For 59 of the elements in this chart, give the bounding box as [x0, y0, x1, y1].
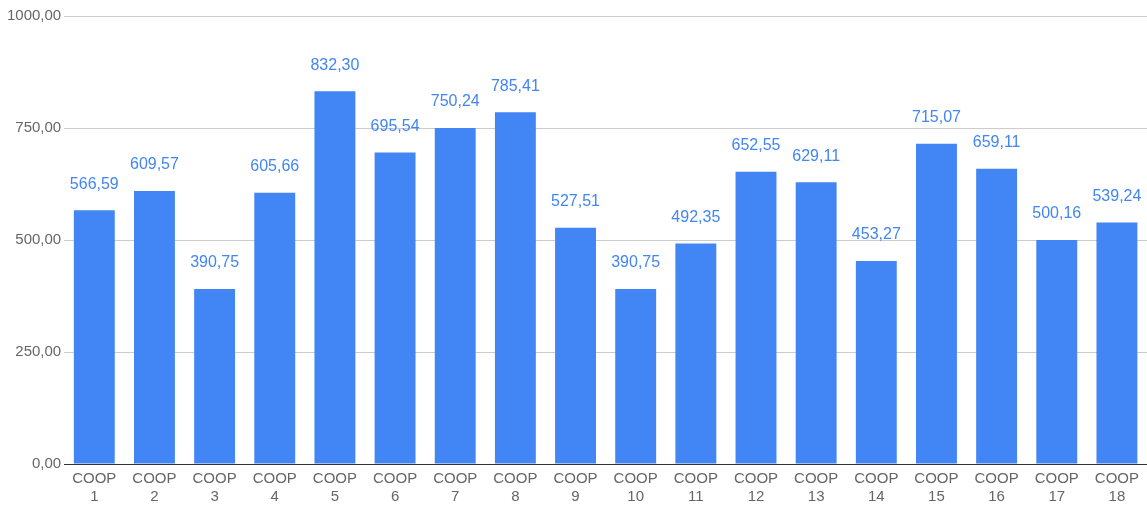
x-tick-label: COOP 5: [312, 469, 358, 505]
y-tick-label: 250,00: [15, 342, 62, 360]
bar: [374, 152, 416, 464]
data-label: 715,07: [911, 108, 962, 126]
x-tick-label: COOP 11: [673, 469, 718, 505]
data-label: 390,75: [190, 253, 240, 271]
data-label: 500,16: [1032, 204, 1082, 222]
data-label: 539,24: [1092, 186, 1142, 204]
y-tick-label: 1000,00: [6, 6, 62, 24]
data-label: 605,66: [250, 157, 300, 175]
x-tick-label: COOP 15: [914, 469, 959, 505]
data-label: 453,27: [851, 225, 901, 243]
bar: [735, 171, 777, 464]
x-tick-label: COOP 4: [252, 469, 297, 505]
data-label: 566,59: [69, 174, 119, 192]
bar: [1036, 239, 1078, 464]
bar: [916, 143, 957, 464]
x-tick-label: COOP 2: [132, 469, 177, 505]
bar: [675, 243, 717, 464]
data-label: 390,75: [611, 253, 661, 271]
data-label: 629,11: [792, 146, 841, 164]
data-label: 527,51: [551, 192, 601, 210]
x-tick-label: COOP 14: [854, 469, 899, 505]
y-tick-label: 500,00: [15, 230, 62, 248]
x-tick-label: COOP 8: [493, 469, 538, 505]
data-label: 492,35: [671, 207, 721, 225]
x-tick-label: COOP 18: [1094, 469, 1140, 505]
bar: [494, 112, 536, 464]
x-tick-label: COOP 17: [1034, 469, 1079, 505]
x-tick-label: COOP 13: [794, 469, 839, 505]
data-label: 659,11: [972, 133, 1021, 151]
bar: [615, 288, 657, 464]
bar: [314, 91, 356, 464]
bar: [73, 210, 115, 464]
x-tick-label: COOP 10: [613, 469, 658, 505]
y-tick-label: 750,00: [15, 118, 62, 136]
data-label: 785,41: [490, 76, 540, 94]
bar: [555, 227, 596, 464]
x-tick-label: COOP 1: [72, 469, 117, 505]
x-tick-label: COOP 3: [192, 469, 237, 505]
bar: [194, 288, 236, 464]
bar: [134, 190, 175, 464]
x-tick-label: COOP 16: [974, 469, 1019, 505]
bar: [254, 192, 296, 464]
x-tick-label: COOP 6: [372, 469, 418, 505]
data-label: 609,57: [129, 155, 180, 173]
x-tick-label: COOP 9: [553, 469, 598, 505]
x-tick-label: COOP 7: [433, 469, 478, 505]
bar: [976, 168, 1018, 464]
data-label: 695,54: [370, 116, 420, 134]
data-label: 750,24: [430, 92, 480, 110]
bar: [795, 182, 837, 464]
data-label: 832,30: [310, 55, 360, 73]
data-label: 652,55: [731, 136, 781, 154]
bar: [434, 127, 476, 464]
bar: [1096, 222, 1138, 464]
y-tick-label: 0,00: [32, 454, 62, 472]
x-tick-label: COOP 12: [733, 469, 779, 505]
bar: [855, 260, 897, 464]
